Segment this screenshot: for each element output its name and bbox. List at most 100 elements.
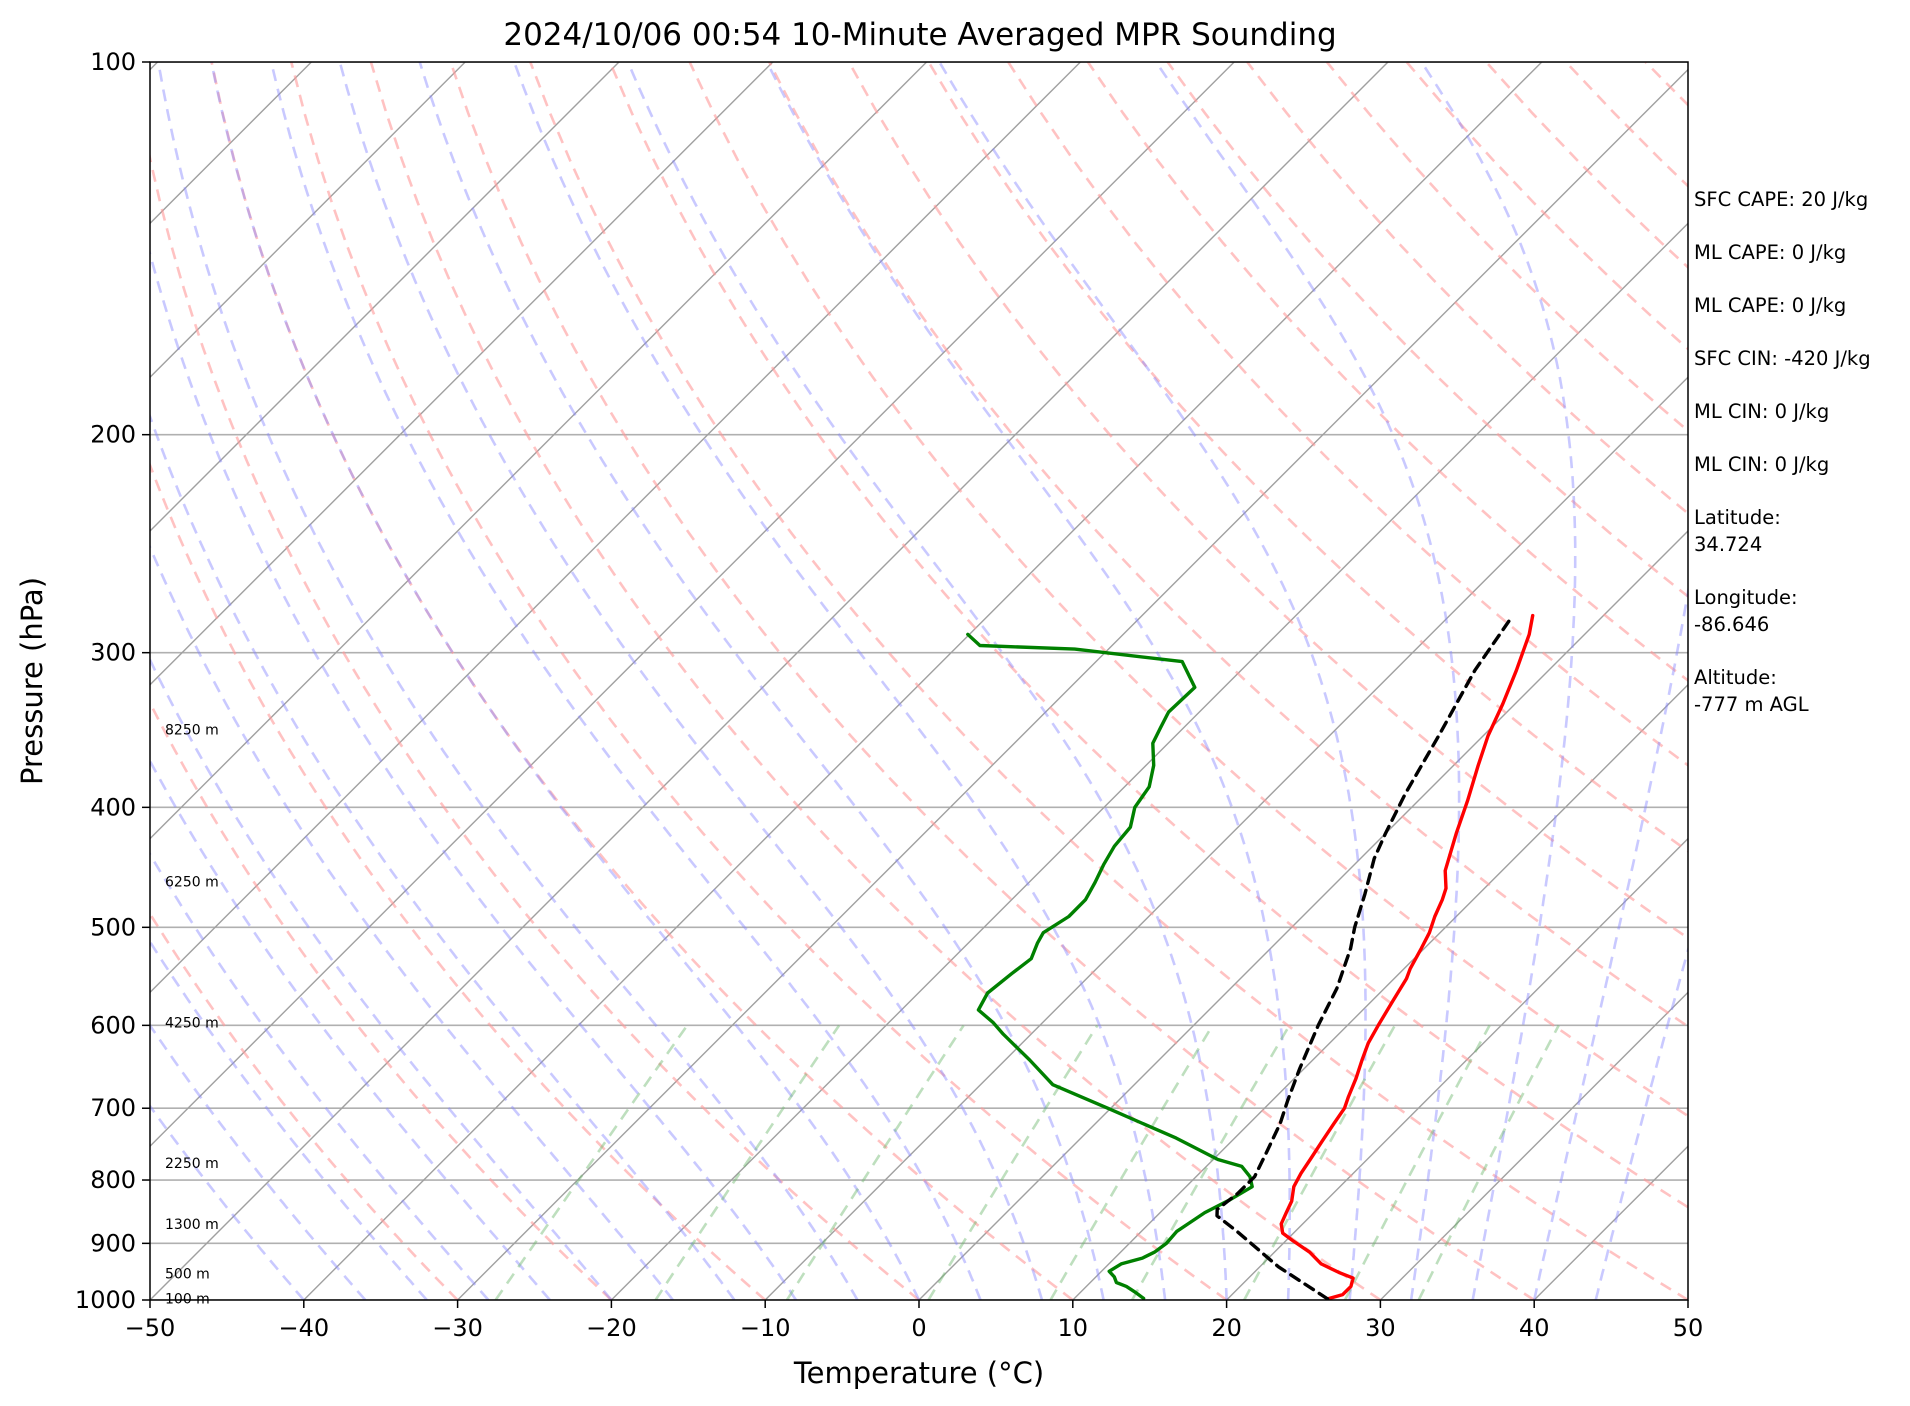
dry-adiabat-lines	[150, 62, 1688, 1300]
moist-adiabat-line	[150, 248, 798, 1300]
isotherm-line	[150, 62, 1081, 994]
y-tick-label: 200	[90, 421, 136, 449]
x-tick-label: 30	[1365, 1314, 1396, 1342]
isotherm-line	[150, 62, 928, 840]
x-tick-label: −10	[740, 1314, 791, 1342]
y-tick-label: 600	[90, 1011, 136, 1039]
isotherm-line	[610, 222, 1688, 1300]
moist-adiabat-line	[512, 62, 1167, 1300]
isotherm-line	[1072, 683, 1688, 1300]
dewpoint-profile-line	[966, 632, 1254, 1300]
parcel-profile-line	[1215, 613, 1515, 1300]
isotherm-line	[1379, 991, 1688, 1300]
ml-cin-text-2: ML CIN: 0 J/kg	[1694, 453, 1830, 476]
sfc-cape-text: SFC CAPE: 20 J/kg	[1694, 188, 1869, 211]
moist-adiabat-line	[150, 851, 490, 1300]
height-label: 4250 m	[165, 1016, 219, 1032]
x-tick-label: −40	[278, 1314, 329, 1342]
dry-adiabat-line	[290, 62, 1228, 1300]
ml-cape-text-2: ML CAPE: 0 J/kg	[1694, 294, 1847, 317]
y-tick-label: 800	[90, 1166, 136, 1194]
moist-adiabat-line	[269, 62, 982, 1300]
isotherm-line	[150, 62, 1235, 1148]
x-tick-label: 50	[1673, 1314, 1704, 1342]
isotherm-line	[0, 62, 4, 1300]
y-axis-label: Pressure (hPa)	[15, 577, 49, 785]
height-labels: 100 m 500 m 1300 m 2250 m 4250 m 6250 m 8250 m	[165, 722, 219, 1307]
x-axis-label: Temperature (°C)	[793, 1356, 1044, 1390]
mixing-ratio-line	[1417, 1024, 1560, 1300]
dry-adiabat-line	[1166, 62, 1688, 599]
height-label: 100 m	[165, 1291, 210, 1307]
altitude-text: Altitude: -777 m AGL	[1694, 666, 1809, 716]
height-label: 6250 m	[165, 874, 219, 890]
mixing-ratio-line	[927, 1024, 1099, 1300]
mixing-ratio-line	[1130, 1024, 1291, 1300]
dry-adiabat-line	[608, 62, 1688, 1209]
isotherm-line	[150, 62, 774, 686]
y-tick-label: 100	[90, 48, 136, 76]
dry-adiabat-line	[1086, 62, 1688, 683]
moist-adiabat-line	[1594, 945, 1688, 1300]
height-label: 1300 m	[165, 1217, 219, 1233]
ml-cin-text: ML CIN: 0 J/kg	[1694, 400, 1830, 423]
sounding-profiles	[966, 613, 1535, 1300]
chart-title: 2024/10/06 00:54 10-Minute Averaged MPR …	[503, 17, 1336, 53]
isotherm-line	[457, 68, 1688, 1300]
dry-adiabat-line	[927, 62, 1688, 853]
plot-frame	[149, 61, 1689, 1301]
moist-adiabat-line	[938, 62, 1367, 1300]
moist-adiabat-line	[210, 62, 921, 1300]
moist-adiabat-line	[150, 939, 428, 1300]
x-tick-label: −50	[125, 1314, 176, 1342]
y-tick-label: 300	[90, 639, 136, 667]
x-axis-ticks: −50 −40 −30 −20 −10 0 10 20 30 40 50	[125, 1300, 1704, 1342]
x-tick-label: −30	[432, 1314, 483, 1342]
moist-adiabat-line	[1420, 62, 1577, 1300]
mixing-ratio-line	[1243, 1024, 1397, 1300]
longitude-text: Longitude: -86.646	[1694, 586, 1798, 636]
isobar-lines	[150, 62, 1688, 1300]
mixing-ratio-line	[1049, 1024, 1214, 1300]
x-tick-label: −20	[586, 1314, 637, 1342]
dry-adiabat-line	[1007, 62, 1688, 767]
height-label: 2250 m	[165, 1156, 219, 1172]
height-label: 8250 m	[165, 722, 219, 738]
isotherm-line	[303, 62, 1543, 1300]
y-tick-label: 900	[90, 1229, 136, 1257]
moist-adiabat-line	[150, 412, 736, 1300]
isotherm-line	[764, 376, 1688, 1300]
dry-adiabat-line	[688, 62, 1688, 1118]
dry-adiabat-line	[369, 62, 1382, 1300]
y-tick-label: 500	[90, 913, 136, 941]
dry-adiabat-line	[529, 62, 1688, 1300]
dry-adiabat-line	[150, 700, 613, 1300]
mixing-ratio-lines	[494, 1024, 1560, 1300]
dry-adiabat-line	[768, 62, 1688, 1028]
moist-adiabat-line	[150, 758, 551, 1300]
mixing-ratio-line	[654, 1024, 841, 1300]
dry-adiabat-line	[150, 911, 459, 1300]
isotherm-line	[150, 62, 466, 379]
sfc-cin-text: SFC CIN: -420 J/kg	[1694, 347, 1871, 370]
ml-cape-text: ML CAPE: 0 J/kg	[1694, 241, 1847, 264]
skewed-isotherm-lines	[0, 62, 1688, 1300]
mixing-ratio-line	[785, 1024, 965, 1300]
plot-area	[0, 62, 1688, 1300]
mixing-ratio-line	[494, 1024, 689, 1300]
dry-adiabat-line	[150, 151, 920, 1300]
isotherm-line	[1226, 837, 1688, 1300]
moist-adiabat-line	[765, 62, 1292, 1300]
moist-adiabat-line	[157, 62, 859, 1300]
sounding-info-panel: SFC CAPE: 20 J/kg ML CAPE: 0 J/kg ML CAP…	[1694, 186, 1910, 744]
y-tick-label: 1000	[75, 1286, 136, 1314]
isotherm-line	[150, 62, 1389, 1300]
moist-adiabat-line	[338, 62, 1044, 1300]
height-label: 500 m	[165, 1267, 210, 1283]
dry-adiabat-line	[150, 461, 767, 1300]
mixing-ratio-line	[1343, 1024, 1491, 1300]
y-axis-ticks: 100 200 300 400 500 600 700 800 900 1000	[75, 48, 150, 1314]
x-tick-label: 20	[1211, 1314, 1242, 1342]
x-tick-label: 10	[1058, 1314, 1089, 1342]
